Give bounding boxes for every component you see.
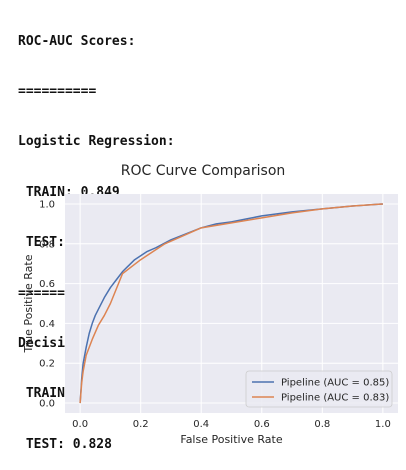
tick-labels: 0.0 0.2 0.4 0.6 0.8 1.0 0.0 0.2 0.4 0.6 0.8 1.0: [39, 199, 391, 430]
y-tick-label: 1.0: [39, 199, 55, 210]
console-line-header: ROC-AUC Scores:: [18, 33, 136, 49]
y-axis-label: True Positive Rate: [22, 254, 35, 353]
legend-box: [245, 370, 393, 408]
x-tick-label: 0.4: [193, 419, 209, 430]
console-line-model-1: Logistic Regression:: [18, 134, 175, 150]
legend-label-2: Pipeline (AUC = 0.83): [281, 393, 389, 404]
x-tick-label: 1.0: [375, 419, 391, 430]
console-line-separator: ==========: [18, 83, 97, 99]
legend: Pipeline (AUC = 0.85) Pipeline (AUC = 0.8…: [245, 370, 393, 408]
grid-lines: [65, 194, 398, 413]
roc-chart: 0.0 0.2 0.4 0.6 0.8 1.0 0.0 0.2 0.4 0.6 0.8 1.0 Fal…: [22, 194, 398, 446]
console-line-model-2-test: TEST: 0.828: [18, 436, 112, 452]
series-lines: [79, 203, 383, 404]
y-tick-label: 0.0: [39, 399, 55, 410]
y-tick-label: 0.6: [39, 279, 55, 290]
series-line-1: [79, 203, 383, 404]
y-tick-label: 0.2: [39, 359, 55, 370]
x-tick-label: 0.8: [314, 419, 330, 430]
x-tick-label: 0.0: [72, 419, 88, 430]
legend-label-1: Pipeline (AUC = 0.85): [281, 378, 389, 389]
x-tick-label: 0.2: [133, 419, 149, 430]
x-axis-label: False Positive Rate: [180, 433, 282, 446]
y-tick-label: 0.4: [39, 319, 55, 330]
x-tick-label: 0.6: [254, 419, 270, 430]
chart-title: ROC Curve Comparison: [120, 163, 286, 179]
series-line-2: [79, 203, 383, 404]
y-tick-label: 0.8: [39, 239, 55, 250]
